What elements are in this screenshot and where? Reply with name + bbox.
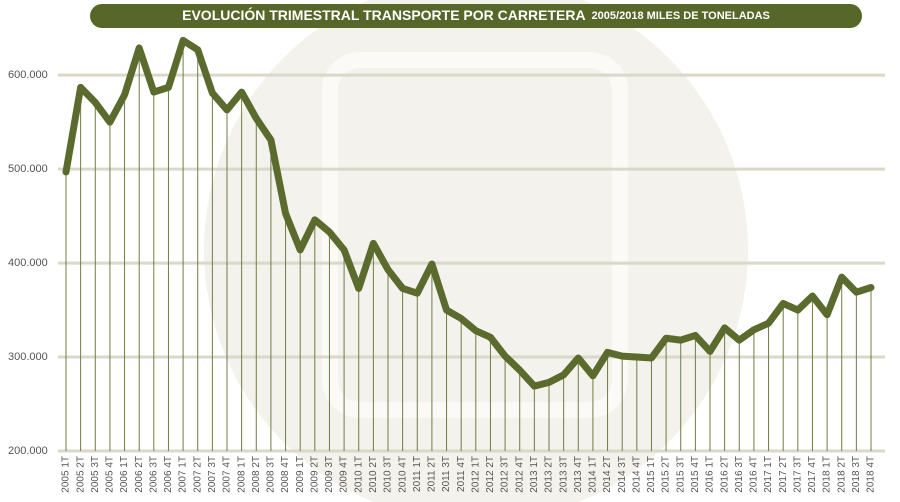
- x-tick-label: 2015 4T: [690, 456, 701, 493]
- x-tick-label: 2006 3T: [148, 456, 159, 493]
- x-tick-label: 2007 4T: [222, 456, 233, 493]
- x-tick-label: 2018 3T: [851, 456, 862, 493]
- x-tick-label: 2014 2T: [602, 456, 613, 493]
- x-tick-label: 2014 1T: [588, 456, 599, 493]
- x-tick-label: 2012 1T: [470, 456, 481, 493]
- x-tick-label: 2012 4T: [514, 456, 525, 493]
- background-emblem: [204, 0, 748, 502]
- x-tick-label: 2013 4T: [573, 456, 584, 493]
- x-tick-label: 2009 4T: [339, 456, 350, 493]
- x-tick-label: 2009 1T: [295, 456, 306, 493]
- x-tick-label: 2009 3T: [324, 456, 335, 493]
- x-tick-label: 2005 3T: [90, 456, 101, 493]
- x-tick-label: 2008 4T: [280, 456, 291, 493]
- x-tick-label: 2017 4T: [807, 456, 818, 493]
- x-tick-label: 2011 3T: [441, 456, 452, 492]
- x-tick-label: 2007 1T: [178, 456, 189, 493]
- x-tick-label: 2017 1T: [763, 456, 774, 493]
- x-tick-label: 2016 4T: [749, 456, 760, 493]
- x-tick-label: 2014 3T: [617, 456, 628, 493]
- x-tick-label: 2017 2T: [778, 456, 789, 493]
- x-tick-label: 2006 2T: [134, 456, 145, 493]
- x-tick-label: 2009 2T: [309, 456, 320, 493]
- x-tick-label: 2015 3T: [675, 456, 686, 493]
- x-tick-label: 2008 1T: [236, 456, 247, 493]
- x-tick-label: 2005 2T: [75, 456, 86, 493]
- y-tick-label: 300.000: [8, 351, 48, 363]
- title: EVOLUCIÓN TRIMESTRAL TRANSPORTE POR CARR…: [182, 6, 585, 23]
- x-tick-label: 2015 2T: [661, 456, 672, 493]
- x-tick-label: 2008 2T: [251, 456, 262, 493]
- x-tick-label: 2017 3T: [792, 456, 803, 493]
- y-tick-label: 500.000: [8, 163, 48, 175]
- x-tick-label: 2012 3T: [500, 456, 511, 493]
- chart-title: EVOLUCIÓN TRIMESTRAL TRANSPORTE POR CARR…: [182, 6, 770, 23]
- x-tick-label: 2016 1T: [705, 456, 716, 493]
- y-tick-label: 200.000: [8, 445, 48, 457]
- title-bar: [90, 4, 862, 28]
- x-tick-label: 2016 2T: [719, 456, 730, 493]
- x-tick-label: 2018 2T: [836, 456, 847, 493]
- x-tick-label: 2013 3T: [558, 456, 569, 493]
- x-tick-label: 2012 2T: [485, 456, 496, 493]
- series-line: [62, 36, 875, 390]
- x-tick-label: 2011 2T: [427, 456, 438, 492]
- x-tick-label: 2014 4T: [631, 456, 642, 493]
- x-tick-label: 2018 1T: [822, 456, 833, 493]
- x-tick-label: 2006 1T: [119, 456, 130, 493]
- x-tick-label: 2008 3T: [266, 456, 277, 493]
- x-tick-label: 2013 2T: [544, 456, 555, 493]
- x-tick-label: 2011 1T: [412, 456, 423, 492]
- x-tick-label: 2006 4T: [163, 456, 174, 493]
- x-tick-label: 2010 3T: [383, 456, 394, 493]
- y-tick-label: 400.000: [8, 257, 48, 269]
- x-tick-label: 2007 3T: [207, 456, 218, 493]
- x-tick-label: 2010 1T: [353, 456, 364, 493]
- subtitle: 2005/2018 MILES DE TONELADAS: [592, 10, 770, 22]
- x-tick-label: 2007 2T: [192, 456, 203, 493]
- x-tick-label: 2005 4T: [105, 456, 116, 493]
- x-tick-label: 2013 1T: [529, 456, 540, 493]
- x-tick-label: 2015 1T: [646, 456, 657, 493]
- x-tick-label: 2005 1T: [61, 456, 72, 493]
- y-tick-label: 600.000: [8, 69, 48, 81]
- x-tick-label: 2010 2T: [368, 456, 379, 493]
- x-tick-label: 2018 4T: [866, 456, 877, 493]
- x-tick-label: 2016 3T: [734, 456, 745, 493]
- x-tick-label: 2010 4T: [397, 456, 408, 493]
- x-tick-label: 2011 4T: [456, 456, 467, 492]
